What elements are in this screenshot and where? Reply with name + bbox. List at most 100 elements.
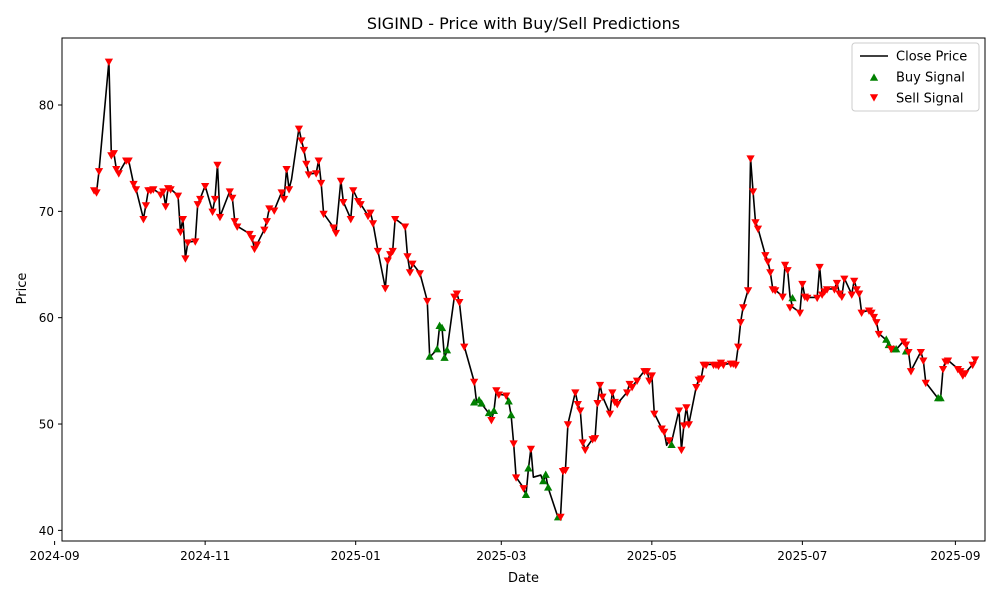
sell-signal-marker xyxy=(455,298,464,307)
sell-signal-marker xyxy=(938,365,948,374)
sell-signal-marker xyxy=(104,58,114,66)
sell-signal-marker xyxy=(847,291,856,299)
sell-signal-marker xyxy=(605,410,615,418)
sell-signal-marker xyxy=(487,417,496,425)
sell-signal-marker xyxy=(746,155,755,163)
sell-signal-marker xyxy=(632,377,642,386)
sell-signal-marker xyxy=(798,280,807,289)
sell-signal-marker xyxy=(391,216,400,224)
sell-signal-marker xyxy=(904,348,913,357)
buy-signal-marker xyxy=(504,397,513,405)
sell-signal-marker xyxy=(181,255,190,263)
sell-signal-marker xyxy=(139,216,148,224)
sell-signal-marker xyxy=(526,445,536,454)
sell-signal-marker xyxy=(109,150,118,158)
sell-signal-marker xyxy=(739,304,748,312)
sell-signal-marker xyxy=(210,195,220,204)
y-axis: 40 50 60 70 80 xyxy=(39,98,62,538)
sell-signal-marker xyxy=(368,220,378,228)
sell-signal-marker xyxy=(161,203,170,211)
sell-signal-marker xyxy=(854,290,864,298)
sell-signal-marker xyxy=(887,345,896,354)
buy-signal-marker xyxy=(442,346,452,354)
buy-signal-marker xyxy=(541,470,550,478)
sell-signal-marker xyxy=(270,207,279,215)
sell-signal-marker xyxy=(563,421,573,429)
sell-signal-marker xyxy=(176,228,185,237)
sell-signal-marker xyxy=(642,368,652,376)
sell-signal-marker xyxy=(141,202,151,210)
plot-area xyxy=(89,58,980,522)
sell-signal-marker xyxy=(346,216,355,224)
sell-signal-marker xyxy=(178,216,188,224)
buy-signal-marker xyxy=(544,483,553,491)
sell-signal-marker xyxy=(112,166,121,174)
sell-signal-marker xyxy=(228,194,237,203)
sell-signal-marker xyxy=(494,391,503,399)
sell-signal-marker xyxy=(314,157,323,165)
sell-signal-marker xyxy=(780,261,790,270)
sell-signal-marker xyxy=(677,446,686,455)
sell-signal-marker xyxy=(316,179,326,188)
sell-signal-marker xyxy=(573,401,582,409)
legend-box xyxy=(851,42,980,112)
sell-signal-marker xyxy=(225,188,234,196)
chart-title: SIGIND - Price with Buy/Sell Predictions xyxy=(367,14,680,33)
sell-signal-marker xyxy=(734,343,743,351)
x-tick-label: 2025-03 xyxy=(476,549,526,563)
sell-signal-marker xyxy=(650,410,659,418)
sell-signal-marker xyxy=(336,177,346,186)
sell-signal-marker xyxy=(840,275,849,283)
sell-signal-marker xyxy=(578,439,587,447)
sell-signal-marker xyxy=(961,370,970,378)
sell-signal-marker xyxy=(319,210,328,219)
sell-signal-marker xyxy=(593,399,602,408)
buy-signal-marker xyxy=(477,399,486,407)
sell-signal-marker xyxy=(561,466,570,475)
sell-signal-marker xyxy=(502,392,511,400)
sell-signal-marker xyxy=(571,389,580,397)
sell-signal-marker xyxy=(294,125,304,133)
sell-signal-marker xyxy=(701,361,711,370)
sell-signal-marker xyxy=(613,401,622,409)
buy-signal-marker xyxy=(507,410,516,419)
sell-signal-marker xyxy=(349,187,358,195)
sell-signal-marker xyxy=(124,157,133,165)
sell-signal-marker xyxy=(682,404,691,412)
x-tick-label: 2025-09 xyxy=(930,549,980,563)
sell-signal-marker xyxy=(813,294,822,303)
sell-signal-marker xyxy=(265,205,274,213)
sell-signal-marker xyxy=(213,161,222,170)
buy-signal-marker xyxy=(521,490,531,499)
sell-signal-marker xyxy=(647,372,656,380)
sell-signal-marker xyxy=(743,287,753,295)
sell-signal-marker xyxy=(850,277,859,286)
sell-signal-marker xyxy=(815,263,824,272)
sell-signal-marker xyxy=(778,293,787,302)
sell-signal-marker xyxy=(731,361,740,370)
sell-signal-marker xyxy=(852,286,861,294)
sell-signal-marker xyxy=(356,201,365,209)
sell-signal-marker xyxy=(260,226,269,235)
sell-signal-marker xyxy=(159,188,168,196)
sell-signal-marker xyxy=(149,186,158,194)
sell-signal-marker xyxy=(183,239,193,247)
sell-signal-marker xyxy=(297,137,306,145)
sell-signal-marker xyxy=(692,384,701,392)
sell-signal-marker xyxy=(590,435,600,443)
sell-signal-marker xyxy=(173,192,183,200)
sell-signal-marker xyxy=(191,238,200,246)
sell-signal-marker xyxy=(763,258,772,266)
sell-signal-marker xyxy=(916,348,925,357)
x-tick-label: 2025-01 xyxy=(331,549,381,563)
x-tick-label: 2024-11 xyxy=(180,549,230,563)
buy-signal-marker xyxy=(667,440,676,449)
x-tick-label: 2025-07 xyxy=(777,549,827,563)
sell-signal-marker xyxy=(697,375,706,383)
sell-signal-marker xyxy=(761,252,770,260)
sell-signal-marker xyxy=(200,183,210,191)
sell-signal-marker xyxy=(312,170,321,178)
sell-signal-marker xyxy=(233,223,242,231)
sell-signal-marker xyxy=(304,171,313,179)
